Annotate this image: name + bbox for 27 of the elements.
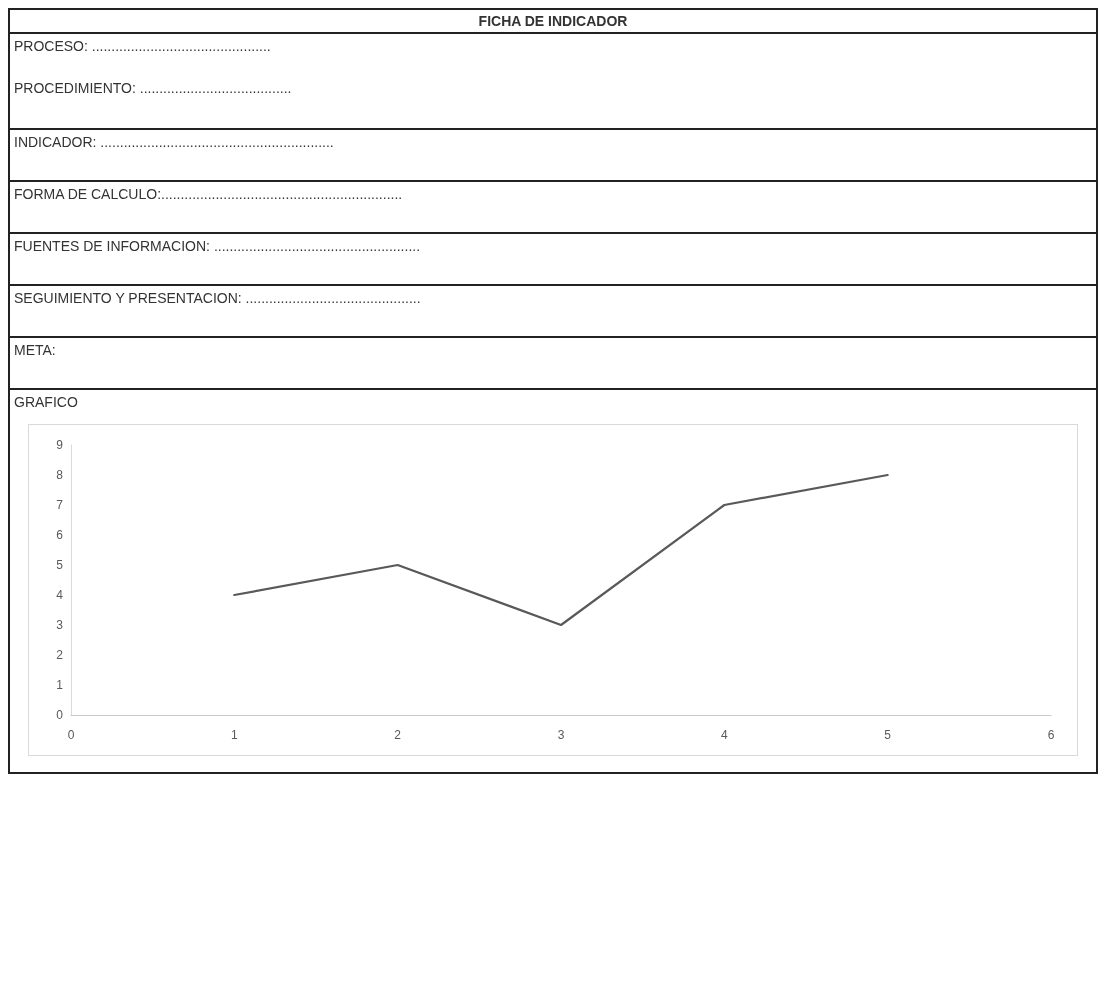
text: SEGUIMIENTO Y PRESENTACION: .............................................	[10, 284, 1096, 336]
text: PROCEDIMIENTO: .......................................	[13, 79, 293, 98]
y-tick-label: 4	[56, 588, 64, 602]
y-tick-label: 8	[56, 468, 64, 482]
x-tick-label: 2	[394, 728, 402, 742]
text: META:	[10, 336, 1096, 388]
y-tick-label: 0	[56, 708, 64, 722]
x-tick-label: 6	[1047, 728, 1055, 742]
y-tick-label: 9	[56, 438, 64, 452]
text: PROCESO: ..............................................	[10, 32, 1096, 76]
text: INDICADOR: ............................................................	[10, 128, 1096, 180]
y-tick-label: 6	[56, 528, 64, 542]
chart-title: FICHA DE INDICADOR	[477, 12, 629, 31]
y-tick-label: 1	[56, 678, 64, 692]
x-tick-label: 5	[884, 728, 892, 742]
x-tick-label: 0	[67, 728, 75, 742]
text: FORMA DE CALCULO:..............................................................	[10, 180, 1096, 232]
line-series	[233, 473, 889, 627]
text: GRAFICO	[14, 394, 79, 410]
x-tick-label: 3	[557, 728, 565, 742]
y-tick-label: 5	[56, 558, 64, 572]
y-tick-label: 3	[56, 618, 64, 632]
x-tick-label: 4	[720, 728, 728, 742]
x-tick-label: 1	[230, 728, 238, 742]
y-tick-label: 2	[56, 648, 64, 662]
source-note: FUENTES DE INFORMACION: .....................................................	[10, 232, 1096, 284]
y-tick-label: 7	[56, 498, 64, 512]
